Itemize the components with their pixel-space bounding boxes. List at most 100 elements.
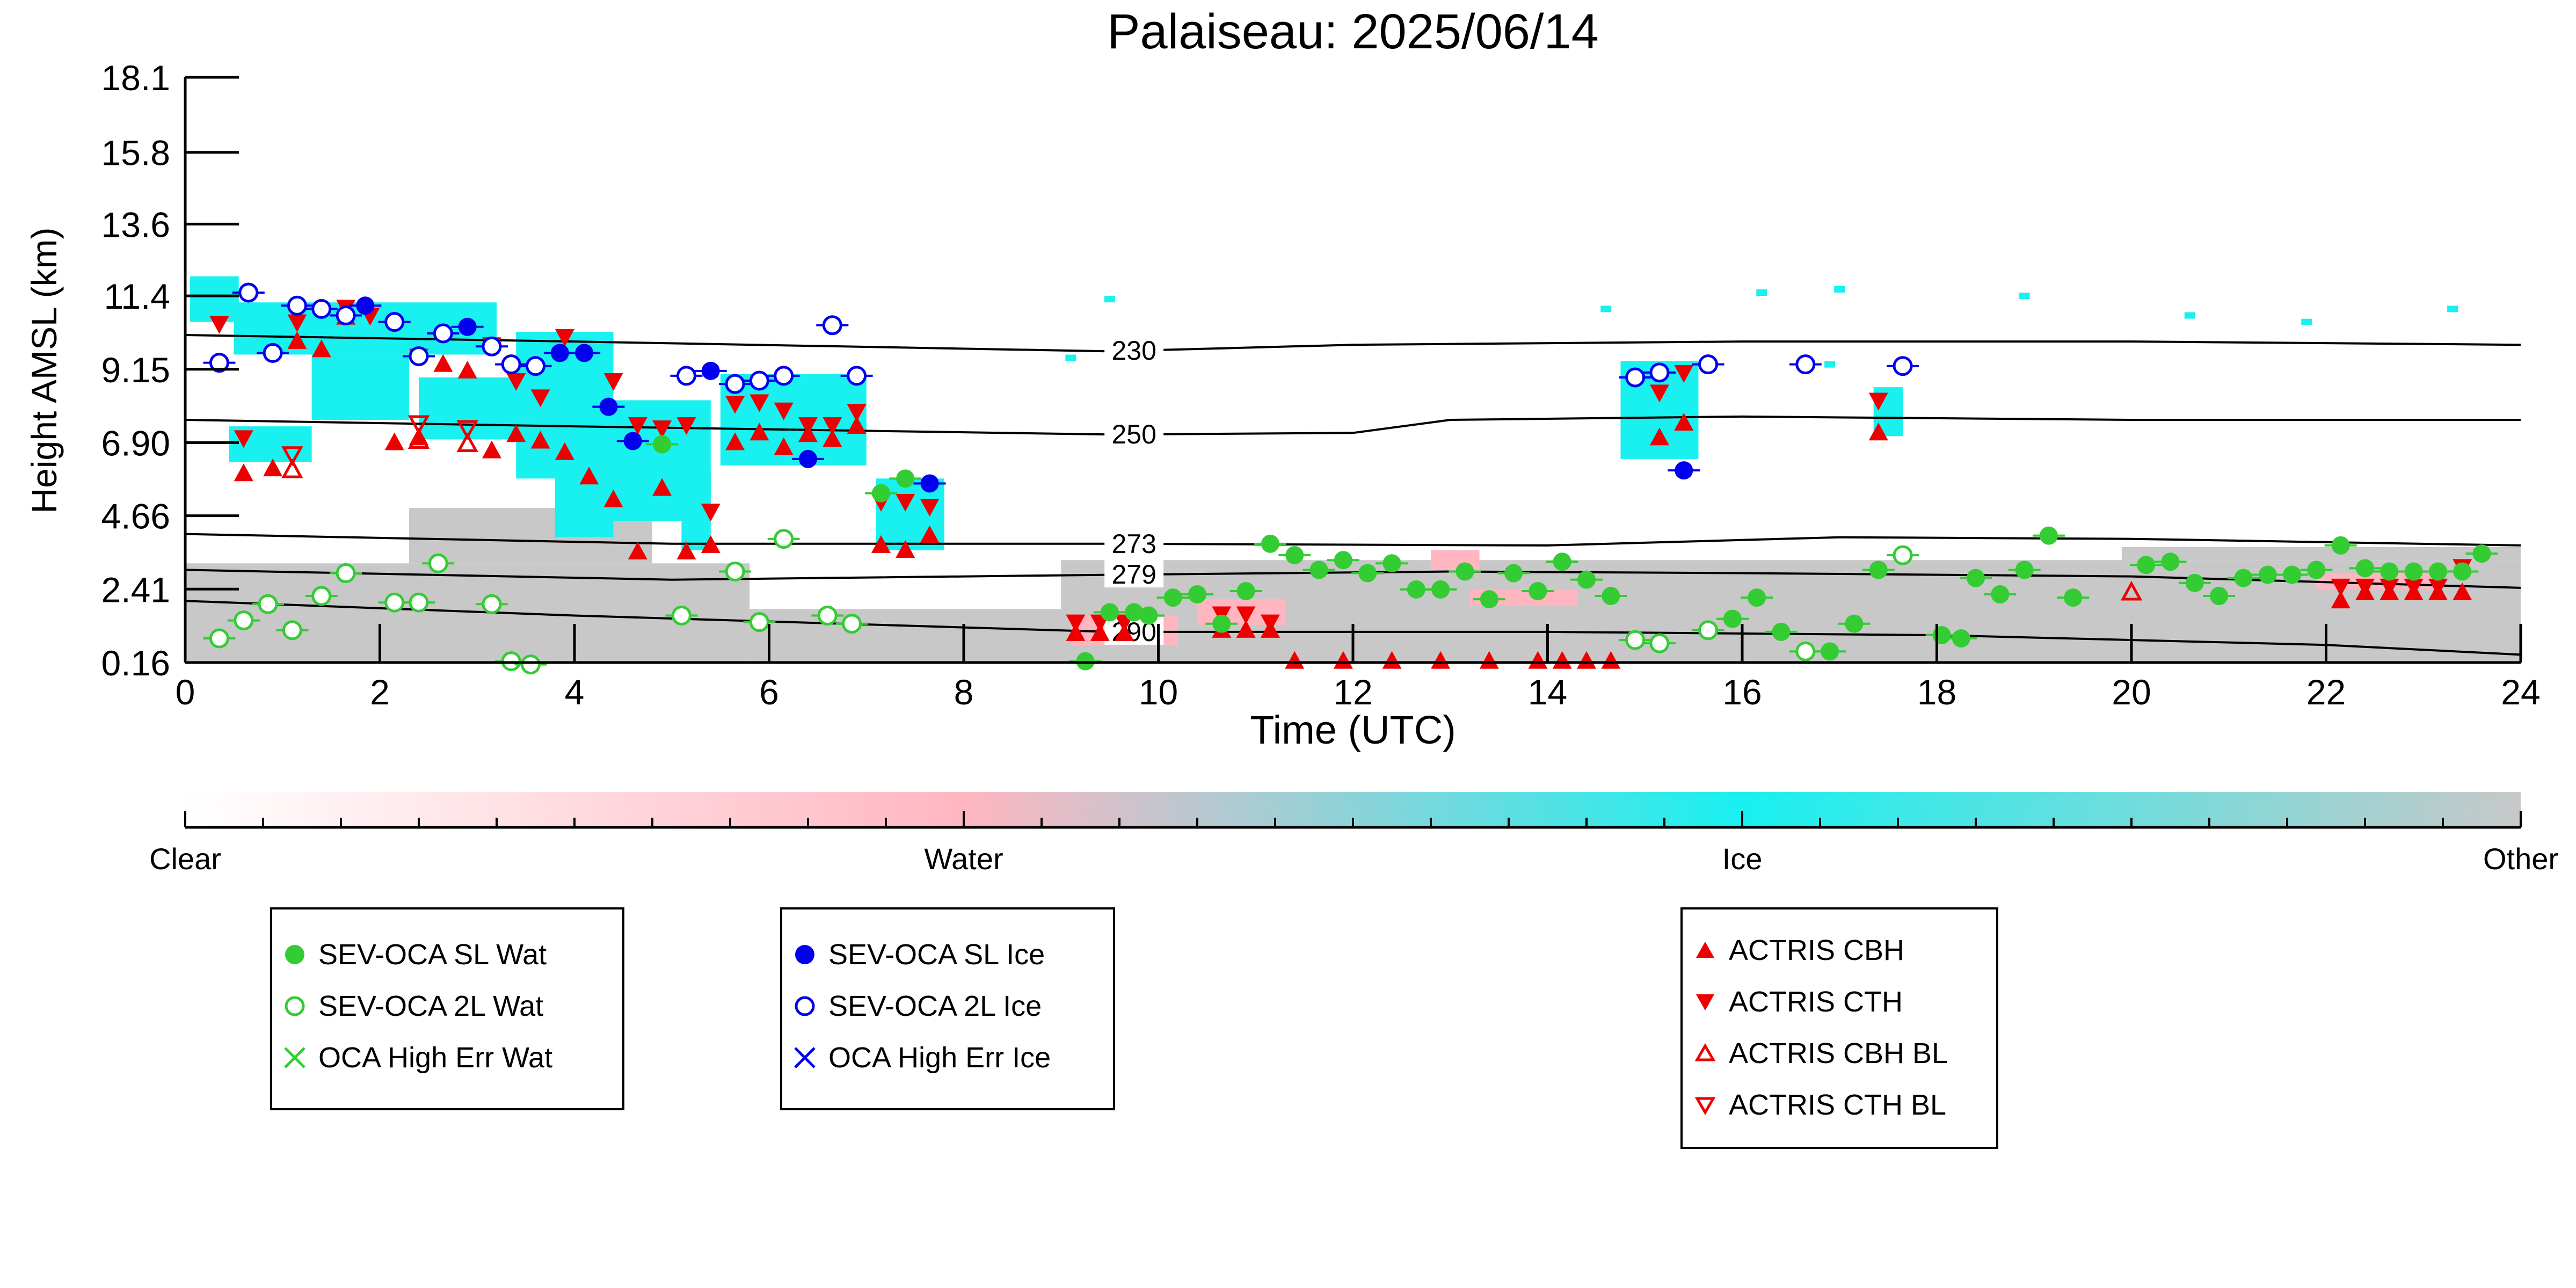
data-point [1868,423,1888,441]
y-tick-label: 6.90 [101,423,170,463]
other-cloud-region [2121,547,2521,561]
data-point [407,429,430,449]
data-point [1601,651,1621,669]
data-point [209,353,229,373]
colorbar-label: Ice [1722,842,1763,876]
open-triangle-up-icon [1694,1043,1716,1061]
data-point [555,329,574,347]
data-point [676,366,696,386]
data-point [550,344,569,362]
data-point [2428,562,2447,581]
data-point [456,420,478,440]
data-point [871,535,891,553]
data-point [2210,587,2229,606]
data-point [1625,367,1646,388]
data-point [1504,564,1523,583]
data-point [2258,565,2277,584]
data-point [1066,614,1086,632]
data-point [1967,569,1985,587]
data-point [817,606,838,626]
data-point [1649,384,1669,403]
data-point [311,339,331,358]
legend-item-sl-ice: SEV-OCA SL Ice [782,933,1045,976]
legend-item-2l-ice: SEV-OCA 2L Ice [782,985,1042,1028]
data-point [1748,588,1766,607]
y-axis-label: Height AMSL (km) [24,227,64,513]
data-point [409,346,429,366]
data-point [1529,581,1547,600]
data-point [599,397,618,416]
data-point [628,417,647,435]
data-point [749,423,769,441]
data-point [506,373,526,391]
data-point [920,498,940,516]
x-tick-label: 16 [1722,672,1762,712]
legend-water: SEV-OCA SL Wat SEV-OCA 2L Wat OCA High E… [270,907,624,1110]
x-tick-label: 4 [565,672,585,712]
data-point [2331,578,2351,596]
data-point [1407,580,1425,599]
data-point [823,429,842,447]
data-point [1845,614,1864,633]
data-point [1100,603,1119,622]
data-point [2404,578,2424,596]
x-tick-label: 22 [2306,672,2346,712]
legend-label: ACTRIS CTH [1729,986,1903,1018]
data-point [1674,413,1694,431]
other-cloud-region [1061,560,2521,663]
data-point [725,561,745,581]
data-point [749,370,769,391]
data-point [1932,625,1951,644]
isotherm-label-bg [1104,559,1164,588]
data-point [482,594,502,614]
chart-title: Palaiseau: 2025/06/14 [1107,4,1599,59]
data-point [1869,561,1888,579]
ice-cloud-speck [1824,361,1836,368]
data-point [579,467,599,485]
data-point [428,553,448,573]
legend-label: SEV-OCA SL Wat [318,938,547,971]
data-point [1577,651,1596,669]
data-point [1649,362,1670,383]
x-tick-label: 0 [176,672,195,712]
ice-cloud-speck [1834,286,1845,293]
data-point [287,331,307,350]
data-point [311,586,332,606]
data-point [1675,461,1693,480]
data-point [1893,356,1913,376]
data-point [798,417,818,435]
x-mark-icon [794,1047,816,1068]
ice-cloud-region [720,374,867,466]
data-point [2137,556,2156,574]
data-point [1821,642,1839,661]
legend-label: ACTRIS CTH BL [1729,1089,1947,1121]
data-point [287,295,307,316]
x-tick-label: 6 [759,672,779,712]
data-point [1893,545,1913,565]
data-point [1125,603,1144,622]
data-point [896,540,915,558]
data-point [234,430,253,448]
data-point [2453,582,2472,600]
data-point [1479,651,1499,669]
data-point [1260,614,1280,632]
data-point [2355,578,2375,596]
data-point [920,525,940,543]
filled-circle-icon [795,945,814,964]
data-point [1333,651,1353,669]
data-point [1552,651,1572,669]
data-point [384,312,405,332]
ice-cloud-region [311,354,409,420]
data-point [482,440,501,459]
data-point [263,343,283,363]
filled-circle-icon [285,945,304,964]
triangle-down-icon [1696,994,1714,1010]
data-point [457,360,477,379]
data-point [701,535,721,553]
data-point [2453,562,2472,581]
data-point [1431,651,1451,669]
data-point [847,366,867,386]
data-point [1553,552,1571,571]
x-tick-label: 24 [2501,672,2540,712]
